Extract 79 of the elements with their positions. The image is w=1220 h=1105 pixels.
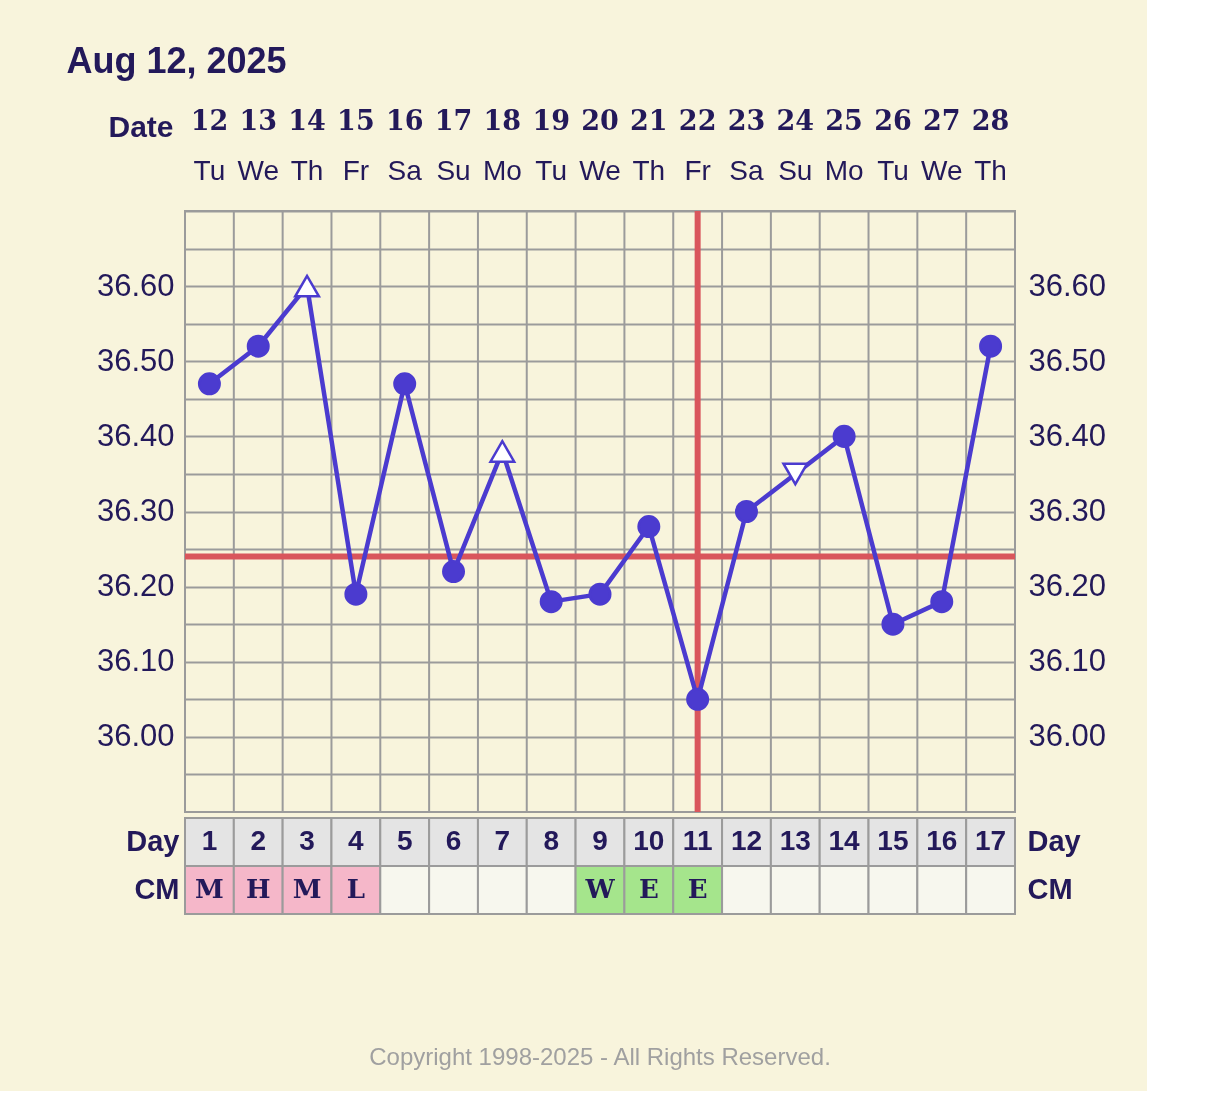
category-label: 14 Th bbox=[288, 104, 326, 186]
category-label: 22 Fr bbox=[678, 104, 717, 186]
y2-tick-label: 36.30 bbox=[1028, 493, 1107, 528]
text: Copyright 1998-2025 - All Rights Reserved. bbox=[369, 1043, 831, 1070]
text: 7 bbox=[494, 825, 511, 856]
y-tick-label: 36.20 bbox=[96, 568, 175, 604]
text: 11 bbox=[682, 825, 713, 856]
text: 2 bbox=[250, 825, 267, 856]
point bbox=[686, 687, 710, 711]
text: 9 bbox=[592, 825, 608, 856]
text: 5 bbox=[396, 825, 413, 856]
text: M bbox=[195, 874, 224, 904]
text: 14 bbox=[828, 825, 860, 856]
y-tick-label: 36.50 bbox=[96, 342, 175, 378]
point bbox=[734, 500, 758, 523]
point bbox=[782, 462, 809, 486]
text: E bbox=[687, 874, 708, 904]
x-axis-title: Date bbox=[108, 109, 174, 143]
text: 4 bbox=[348, 825, 364, 856]
point bbox=[293, 274, 321, 298]
y-tick-label: 36.60 bbox=[96, 267, 175, 303]
y2-tick-label: 36.10 bbox=[1028, 643, 1107, 679]
point bbox=[979, 334, 1003, 358]
category-label: 25 Mo bbox=[824, 104, 864, 186]
category-label: 12 Tu bbox=[190, 104, 229, 186]
text: M bbox=[292, 874, 322, 904]
y2-tick-label: 36.20 bbox=[1028, 568, 1107, 604]
point bbox=[246, 334, 270, 358]
y-tick-label: Day bbox=[126, 825, 180, 857]
text: 13 bbox=[779, 825, 811, 856]
y2-tick-label: Day bbox=[1027, 825, 1081, 857]
point bbox=[393, 372, 417, 396]
y-tick-label: 36.00 bbox=[96, 718, 175, 754]
point bbox=[881, 612, 905, 636]
category-label: 27 We bbox=[921, 104, 963, 186]
text: 1 bbox=[201, 825, 218, 856]
text: 16 bbox=[926, 825, 958, 856]
point bbox=[489, 439, 516, 463]
text: 17 bbox=[975, 825, 1007, 856]
category-label: 15 Fr bbox=[337, 104, 375, 186]
point bbox=[539, 590, 563, 614]
y-tick-label: 36.40 bbox=[96, 417, 175, 453]
y-tick-label: CM bbox=[134, 873, 180, 905]
chart-title: Aug 12, 2025 bbox=[66, 40, 287, 81]
category-label: 17 Su bbox=[434, 104, 473, 186]
y2-tick-label: 36.00 bbox=[1028, 718, 1107, 754]
category-label: 24 Su bbox=[776, 104, 815, 186]
text: 6 bbox=[445, 825, 462, 856]
category-label: 28 Th bbox=[971, 104, 1010, 186]
category-label: 26 Tu bbox=[874, 104, 912, 186]
text: H bbox=[245, 874, 271, 904]
category-label: 19 Tu bbox=[532, 104, 570, 186]
point bbox=[442, 560, 466, 584]
category-label: 13 We bbox=[237, 104, 279, 186]
point bbox=[588, 582, 612, 606]
text: 8 bbox=[543, 825, 559, 856]
point bbox=[637, 515, 661, 538]
category-label: 23 Sa bbox=[727, 104, 766, 186]
category-label: 21 Th bbox=[630, 104, 668, 186]
point bbox=[344, 582, 368, 606]
text: W bbox=[585, 874, 615, 904]
category-label: 18 Mo bbox=[482, 104, 522, 186]
text: L bbox=[346, 874, 366, 904]
y-tick-label: 36.10 bbox=[96, 643, 175, 679]
y2-tick-label: 36.50 bbox=[1028, 342, 1107, 378]
point bbox=[197, 372, 221, 396]
y-tick-label: 36.30 bbox=[96, 493, 175, 528]
text: 12 bbox=[730, 825, 763, 856]
text: 3 bbox=[299, 825, 315, 856]
point bbox=[832, 424, 856, 448]
point bbox=[930, 590, 954, 614]
y2-tick-label: CM bbox=[1027, 873, 1073, 905]
text: E bbox=[638, 874, 659, 904]
category-label: 20 We bbox=[579, 104, 621, 186]
category-label: 16 Sa bbox=[385, 104, 424, 186]
y2-tick-label: 36.40 bbox=[1028, 417, 1107, 453]
text: 10 bbox=[633, 825, 665, 856]
text: 15 bbox=[877, 825, 909, 856]
y2-tick-label: 36.60 bbox=[1028, 267, 1107, 303]
